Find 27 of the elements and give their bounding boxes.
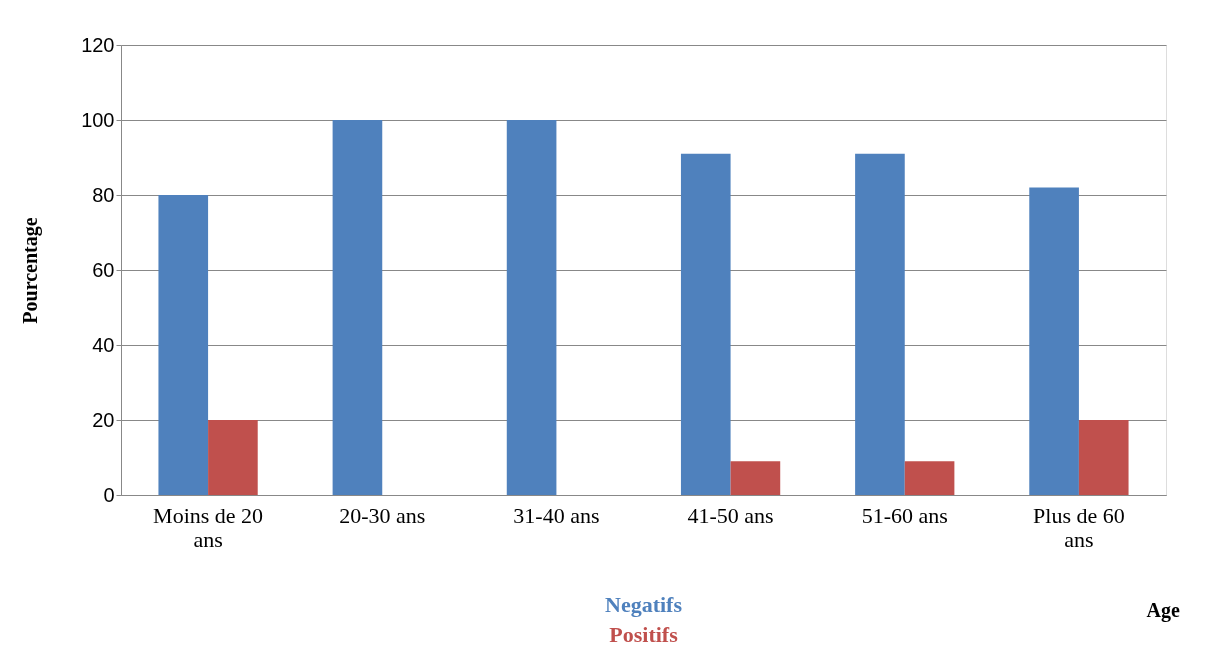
y-axis-title: Pourcentage: [19, 217, 43, 324]
x-tick-label: 31-40 ans: [513, 502, 600, 528]
x-tick-label: 41-50 ans: [687, 502, 774, 528]
bar: [1078, 420, 1129, 495]
bar: [680, 153, 731, 495]
bar: [730, 461, 781, 495]
y-tick-label: 40: [92, 333, 115, 356]
y-tick-label: 20: [92, 408, 115, 431]
bar: [506, 120, 557, 495]
y-tick-label: 0: [103, 483, 115, 506]
y-tick-label: 80: [92, 183, 115, 206]
text: Positifs: [609, 622, 679, 647]
bar: [904, 461, 955, 495]
y-tick-label: 120: [81, 33, 115, 56]
x-tick-label: 20-30 ans: [339, 502, 426, 528]
bar: [855, 153, 905, 495]
bar: [158, 195, 209, 495]
x-axis-title: Age: [1146, 598, 1180, 622]
bar: [332, 120, 383, 495]
x-tick-label: Plus de 60 ans: [1033, 502, 1125, 552]
x-tick-label: Moins de 20 ans: [153, 502, 264, 552]
bar: [208, 420, 258, 495]
y-tick-label: 60: [92, 258, 115, 281]
y-tick-label: 100: [81, 108, 115, 131]
bar: [1029, 187, 1079, 495]
x-tick-label: 51-60 ans: [861, 502, 948, 528]
text: Negatifs: [605, 592, 683, 617]
